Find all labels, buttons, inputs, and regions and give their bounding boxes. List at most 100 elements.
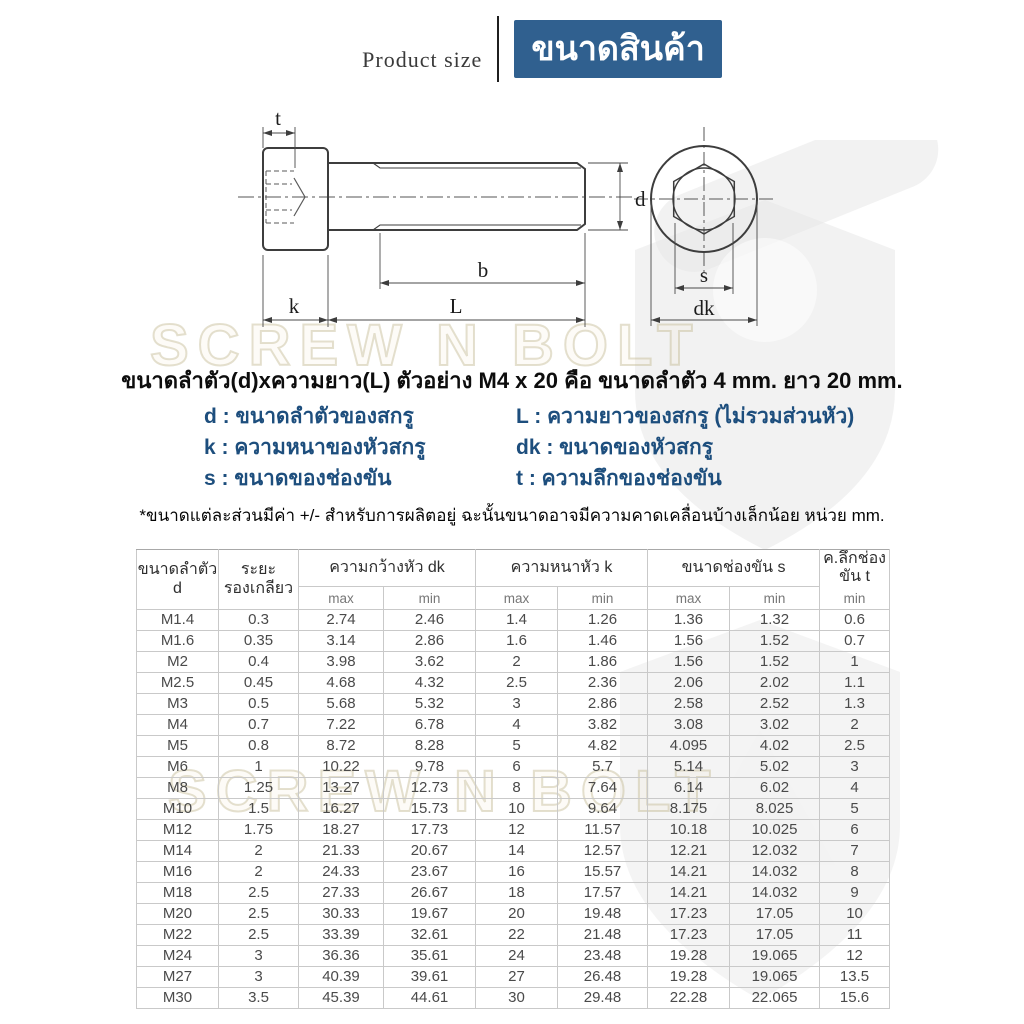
value-cell: 6 bbox=[475, 756, 558, 779]
value-cell: 23.67 bbox=[383, 861, 476, 884]
size-table-wrap: ขนาดลำตัว d ระยะ รองเกลียว ความกว้างหัว … bbox=[136, 548, 891, 1010]
value-cell: 2.86 bbox=[383, 630, 476, 653]
value-cell: 4.095 bbox=[647, 735, 731, 758]
value-cell: 3 bbox=[218, 966, 299, 989]
value-cell: 3 bbox=[475, 693, 558, 716]
size-name-cell: M27 bbox=[136, 966, 219, 989]
header-row-groups: ขนาดลำตัว d ระยะ รองเกลียว ความกว้างหัว … bbox=[136, 548, 891, 611]
value-cell: 15.6 bbox=[819, 987, 891, 1010]
value-cell: 0.45 bbox=[218, 672, 299, 695]
col-header-diameter-sym: d bbox=[173, 579, 182, 597]
value-cell: 39.61 bbox=[383, 966, 476, 989]
header: Product size ขนาดสินค้า bbox=[30, 16, 1024, 82]
size-name-cell: M2 bbox=[136, 651, 219, 674]
value-cell: 2.5 bbox=[819, 735, 891, 758]
value-cell: 19.67 bbox=[383, 903, 476, 926]
value-cell: 2.06 bbox=[647, 672, 731, 695]
value-cell: 19.48 bbox=[556, 903, 649, 926]
value-cell: 0.5 bbox=[218, 693, 299, 716]
value-cell: 1.5 bbox=[218, 798, 299, 821]
value-cell: 24 bbox=[475, 945, 558, 968]
subheader-dk-max: max bbox=[298, 586, 384, 611]
end-view-dimensions bbox=[650, 201, 758, 326]
value-cell: 2.02 bbox=[729, 672, 821, 695]
brand-watermark-text: SCREW N BOLT bbox=[149, 312, 702, 379]
value-cell: 22.065 bbox=[729, 987, 821, 1010]
value-cell: 20.67 bbox=[383, 840, 476, 863]
value-cell: 32.61 bbox=[383, 924, 476, 947]
value-cell: 12 bbox=[475, 819, 558, 842]
value-cell: 3 bbox=[819, 756, 891, 779]
screw-head bbox=[262, 147, 329, 251]
subheader-k-max: max bbox=[475, 586, 558, 611]
value-cell: 5 bbox=[819, 798, 891, 821]
dimension-lines bbox=[262, 127, 628, 327]
dim-label-d: d bbox=[635, 187, 646, 211]
value-cell: 0.7 bbox=[819, 630, 891, 653]
size-table-body: M1.4 0.3 2.74 2.46 1.4 1.26 1.36 1.32 0.6 M1.6 0.3… bbox=[136, 609, 891, 1010]
value-cell: 8 bbox=[475, 777, 558, 800]
table-row: M4 0.7 7.22 6.78 4 3.82 3.08 3.02 2 bbox=[136, 714, 891, 737]
value-cell: 1.26 bbox=[556, 609, 649, 632]
dim-label-s: s bbox=[700, 263, 708, 287]
table-row: M1.4 0.3 2.74 2.46 1.4 1.26 1.36 1.32 0.6 bbox=[136, 609, 891, 632]
value-cell: 3.82 bbox=[556, 714, 649, 737]
table-row: M2.5 0.45 4.68 4.32 2.5 2.36 2.06 2.02 1.1 bbox=[136, 672, 891, 695]
value-cell: 4.68 bbox=[298, 672, 384, 695]
value-cell: 7 bbox=[819, 840, 891, 863]
legend-item-s: s : ขนาดของช่องขัน bbox=[204, 467, 392, 490]
col-header-socket-depth-t: ค.ลึกช่องขัน t bbox=[819, 548, 891, 587]
value-cell: 30.33 bbox=[298, 903, 384, 926]
value-cell: 1 bbox=[218, 756, 299, 779]
legend-item-d: d : ขนาดลำตัวของสกรู bbox=[204, 405, 414, 428]
value-cell: 1.1 bbox=[819, 672, 891, 695]
value-cell: 6 bbox=[819, 819, 891, 842]
value-cell: 4.32 bbox=[383, 672, 476, 695]
value-cell: 23.48 bbox=[556, 945, 649, 968]
size-name-cell: M14 bbox=[136, 840, 219, 863]
value-cell: 12 bbox=[819, 945, 891, 968]
value-cell: 5.14 bbox=[647, 756, 731, 779]
thread-lines bbox=[372, 162, 581, 231]
table-row: M14 2 21.33 20.67 14 12.57 12.21 12.032 7 bbox=[136, 840, 891, 863]
table-row: M20 2.5 30.33 19.67 20 19.48 17.23 17.05 10 bbox=[136, 903, 891, 926]
value-cell: 16 bbox=[475, 861, 558, 884]
screw-technical-drawing: t d b L k s dk bbox=[238, 106, 776, 327]
dim-label-t: t bbox=[275, 106, 281, 130]
size-name-cell: M10 bbox=[136, 798, 219, 821]
subheader-s-max: max bbox=[647, 586, 731, 611]
size-name-cell: M8 bbox=[136, 777, 219, 800]
value-cell: 17.73 bbox=[383, 819, 476, 842]
value-cell: 14.21 bbox=[647, 882, 731, 905]
value-cell: 17.05 bbox=[729, 903, 821, 926]
value-cell: 9.78 bbox=[383, 756, 476, 779]
table-row: M16 2 24.33 23.67 16 15.57 14.21 14.032 8 bbox=[136, 861, 891, 884]
value-cell: 12.73 bbox=[383, 777, 476, 800]
value-cell: 10 bbox=[819, 903, 891, 926]
value-cell: 0.35 bbox=[218, 630, 299, 653]
value-cell: 44.61 bbox=[383, 987, 476, 1010]
group-header-head-width-dk: ความกว้างหัว dk bbox=[298, 548, 476, 588]
subheader-k-min: min bbox=[556, 586, 649, 611]
size-name-cell: M18 bbox=[136, 882, 219, 905]
value-cell: 36.36 bbox=[298, 945, 384, 968]
value-cell: 24.33 bbox=[298, 861, 384, 884]
value-cell: 2.58 bbox=[647, 693, 731, 716]
value-cell: 3.62 bbox=[383, 651, 476, 674]
table-row: M5 0.8 8.72 8.28 5 4.82 4.095 4.02 2.5 bbox=[136, 735, 891, 758]
value-cell: 19.28 bbox=[647, 945, 731, 968]
size-name-cell: M2.5 bbox=[136, 672, 219, 695]
value-cell: 2 bbox=[218, 840, 299, 863]
value-cell: 30 bbox=[475, 987, 558, 1010]
value-cell: 2.5 bbox=[218, 924, 299, 947]
value-cell: 13.27 bbox=[298, 777, 384, 800]
value-cell: 1 bbox=[819, 651, 891, 674]
table-row: M10 1.5 16.27 15.73 10 9.64 8.175 8.025 5 bbox=[136, 798, 891, 821]
table-row: M27 3 40.39 39.61 27 26.48 19.28 19.065 13.5 bbox=[136, 966, 891, 989]
value-cell: 1.52 bbox=[729, 630, 821, 653]
size-name-cell: M20 bbox=[136, 903, 219, 926]
value-cell: 3.02 bbox=[729, 714, 821, 737]
size-name-cell: M30 bbox=[136, 987, 219, 1010]
dim-label-k: k bbox=[289, 294, 300, 318]
value-cell: 17.23 bbox=[647, 903, 731, 926]
